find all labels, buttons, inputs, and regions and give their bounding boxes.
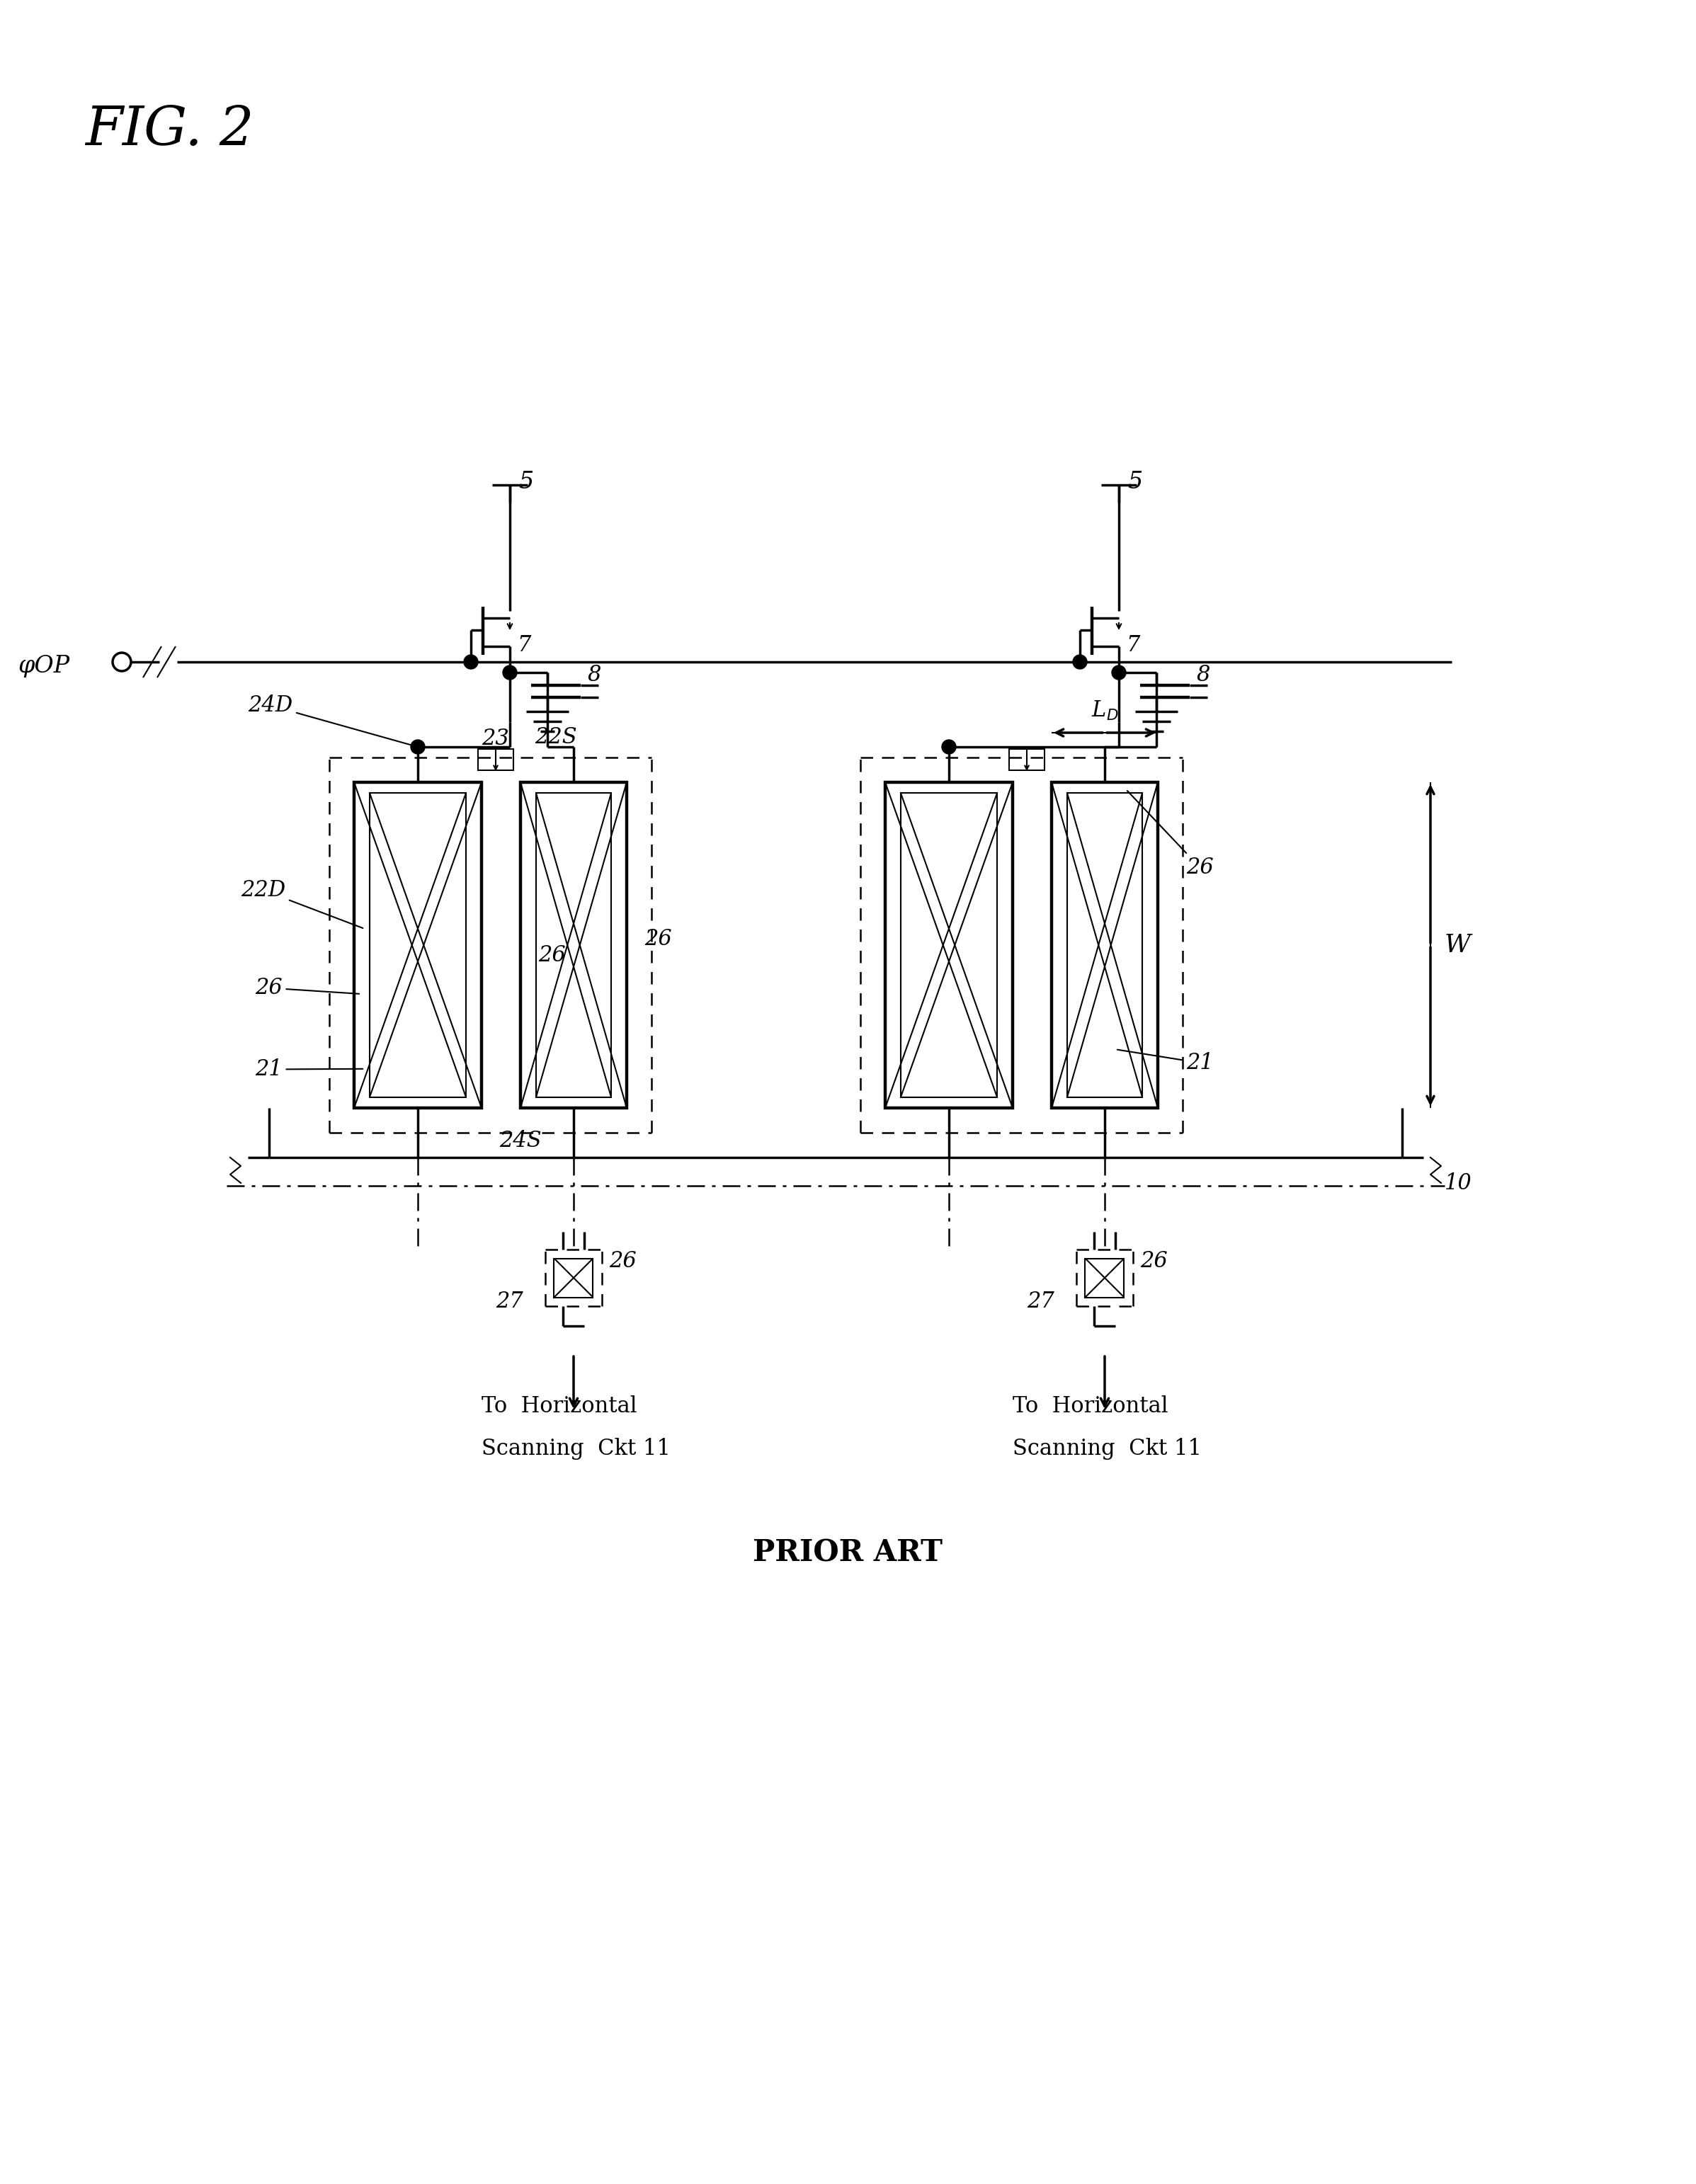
Text: 21: 21: [254, 1059, 363, 1081]
Text: 27: 27: [495, 1291, 522, 1313]
Bar: [1067, 793, 1141, 1096]
Bar: [1052, 782, 1158, 1107]
Text: 24D: 24D: [248, 695, 416, 747]
Circle shape: [1113, 666, 1126, 679]
Bar: [1085, 1258, 1124, 1297]
Text: Scanning  Ckt 11: Scanning Ckt 11: [1013, 1437, 1202, 1459]
Text: 21: 21: [1118, 1051, 1214, 1075]
Text: L$_D$: L$_D$: [1091, 699, 1118, 723]
Text: 8: 8: [589, 664, 602, 686]
Text: 26: 26: [1140, 1249, 1167, 1271]
Text: φOP: φOP: [17, 655, 70, 677]
Text: 26: 26: [609, 1249, 636, 1271]
Circle shape: [941, 740, 957, 753]
Text: 23: 23: [482, 727, 509, 749]
Text: W: W: [1445, 933, 1470, 957]
Text: PRIOR ART: PRIOR ART: [753, 1538, 943, 1568]
Bar: [354, 782, 482, 1107]
Text: To  Horizontal: To Horizontal: [1013, 1396, 1169, 1417]
Text: 26: 26: [1128, 791, 1214, 878]
Text: 22D: 22D: [241, 880, 363, 928]
Text: 7: 7: [1126, 633, 1140, 655]
Text: To  Horizontal: To Horizontal: [482, 1396, 638, 1417]
Text: 26: 26: [538, 943, 566, 965]
Bar: [885, 782, 1013, 1107]
Bar: [1009, 749, 1045, 771]
Bar: [521, 782, 628, 1107]
Text: FIG. 2: FIG. 2: [85, 105, 254, 157]
Text: 27: 27: [1026, 1291, 1055, 1313]
Text: 5: 5: [1128, 472, 1143, 494]
Text: 26: 26: [644, 928, 672, 950]
Bar: [555, 1258, 594, 1297]
Text: 26: 26: [254, 976, 360, 998]
Text: 7: 7: [517, 633, 531, 655]
Text: 24S: 24S: [499, 1129, 541, 1151]
Text: Scanning  Ckt 11: Scanning Ckt 11: [482, 1437, 670, 1459]
Bar: [370, 793, 466, 1096]
Bar: [901, 793, 997, 1096]
Bar: [536, 793, 611, 1096]
Bar: [478, 749, 514, 771]
Text: 8: 8: [1197, 664, 1211, 686]
Text: 5: 5: [519, 472, 534, 494]
Circle shape: [1074, 655, 1087, 668]
Text: 10: 10: [1445, 1173, 1472, 1195]
Circle shape: [410, 740, 426, 753]
Circle shape: [502, 666, 517, 679]
Text: 22S: 22S: [534, 727, 577, 749]
Circle shape: [463, 655, 478, 668]
